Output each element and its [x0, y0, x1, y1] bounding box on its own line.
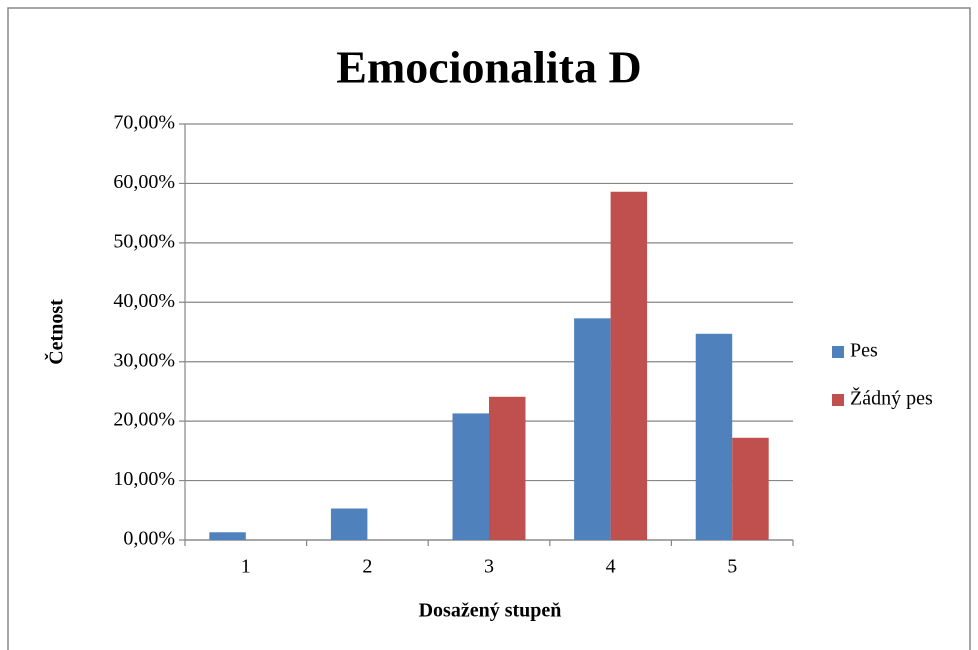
y-tick-label: 10,00% — [113, 468, 175, 490]
x-tick-label: 4 — [606, 556, 616, 578]
bar — [574, 318, 611, 540]
y-tick-label: 60,00% — [113, 171, 175, 193]
y-tick-label: 70,00% — [113, 112, 175, 134]
legend-swatch — [832, 346, 844, 358]
bar — [732, 437, 769, 540]
y-tick-label: 20,00% — [113, 409, 175, 431]
legend-swatch — [832, 394, 844, 406]
y-tick-label: 0,00% — [123, 528, 175, 550]
bar — [330, 508, 368, 540]
chart-title: Emocionalita D — [336, 42, 641, 93]
bar — [610, 191, 648, 540]
chart-border — [7, 7, 971, 650]
x-tick-label: 1 — [241, 556, 251, 578]
legend-label: Pes — [850, 340, 878, 362]
bar — [489, 396, 526, 540]
legend-label: Žádný pes — [850, 387, 933, 410]
x-axis-title: Dosažený stupeň — [419, 600, 562, 622]
x-tick-label: 5 — [727, 556, 737, 578]
y-tick-label: 50,00% — [113, 230, 175, 252]
x-tick-label: 3 — [484, 556, 494, 578]
bar — [452, 413, 489, 540]
bar — [209, 532, 246, 540]
y-axis-title: Četnost — [44, 299, 68, 365]
x-tick-label: 2 — [362, 556, 372, 578]
y-tick-label: 40,00% — [113, 290, 175, 312]
y-tick-label: 30,00% — [113, 349, 175, 371]
bar — [695, 333, 733, 540]
